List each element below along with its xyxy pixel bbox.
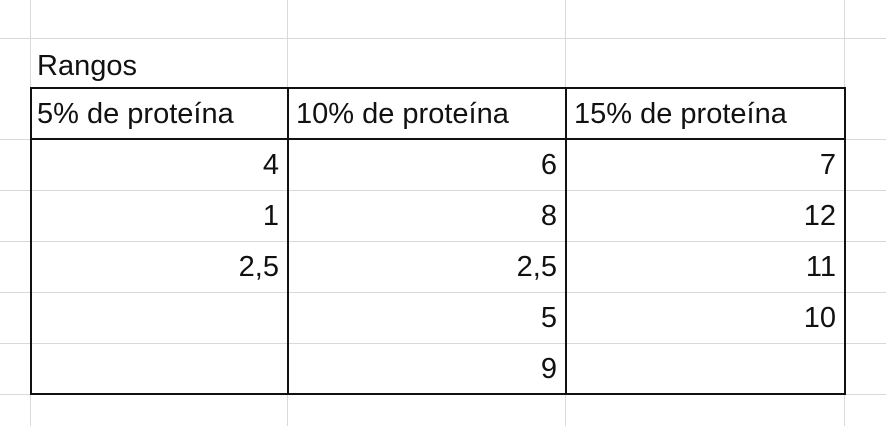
table-cell[interactable]: 11 [805,250,836,283]
table-cell[interactable]: 10 [803,301,836,334]
table-border-col2 [565,87,567,395]
table-cell[interactable]: 6 [540,148,557,181]
table-cell[interactable] [32,293,287,343]
table-border-right [844,87,846,395]
table-cell[interactable] [32,344,287,394]
table-cell[interactable]: 5 [540,301,557,334]
table-cell[interactable]: 2,5 [516,250,557,283]
table-border-top [30,87,846,89]
table-cell[interactable] [567,344,844,394]
header-cell[interactable]: 10% de proteína [296,97,509,130]
table-cell[interactable]: 7 [819,148,836,181]
gridline [0,38,886,39]
table-cell[interactable]: 8 [540,199,557,232]
header-cell[interactable]: 5% de proteína [37,97,234,130]
table-cell[interactable]: 4 [262,148,279,181]
table-cell[interactable]: 1 [262,199,279,232]
table-border-bottom [30,393,846,395]
table-cell[interactable]: 12 [803,199,836,232]
header-cell[interactable]: 15% de proteína [574,97,787,130]
table-border-col1 [287,87,289,395]
table-border-header-bottom [30,138,846,140]
gridline [0,292,886,293]
gridline [0,241,886,242]
table-border-left [30,87,32,395]
table-cell[interactable]: 2,5 [238,250,279,283]
table-cell[interactable]: 9 [540,352,557,385]
title-cell[interactable]: Rangos [37,49,137,82]
gridline [0,343,886,344]
gridline [0,190,886,191]
